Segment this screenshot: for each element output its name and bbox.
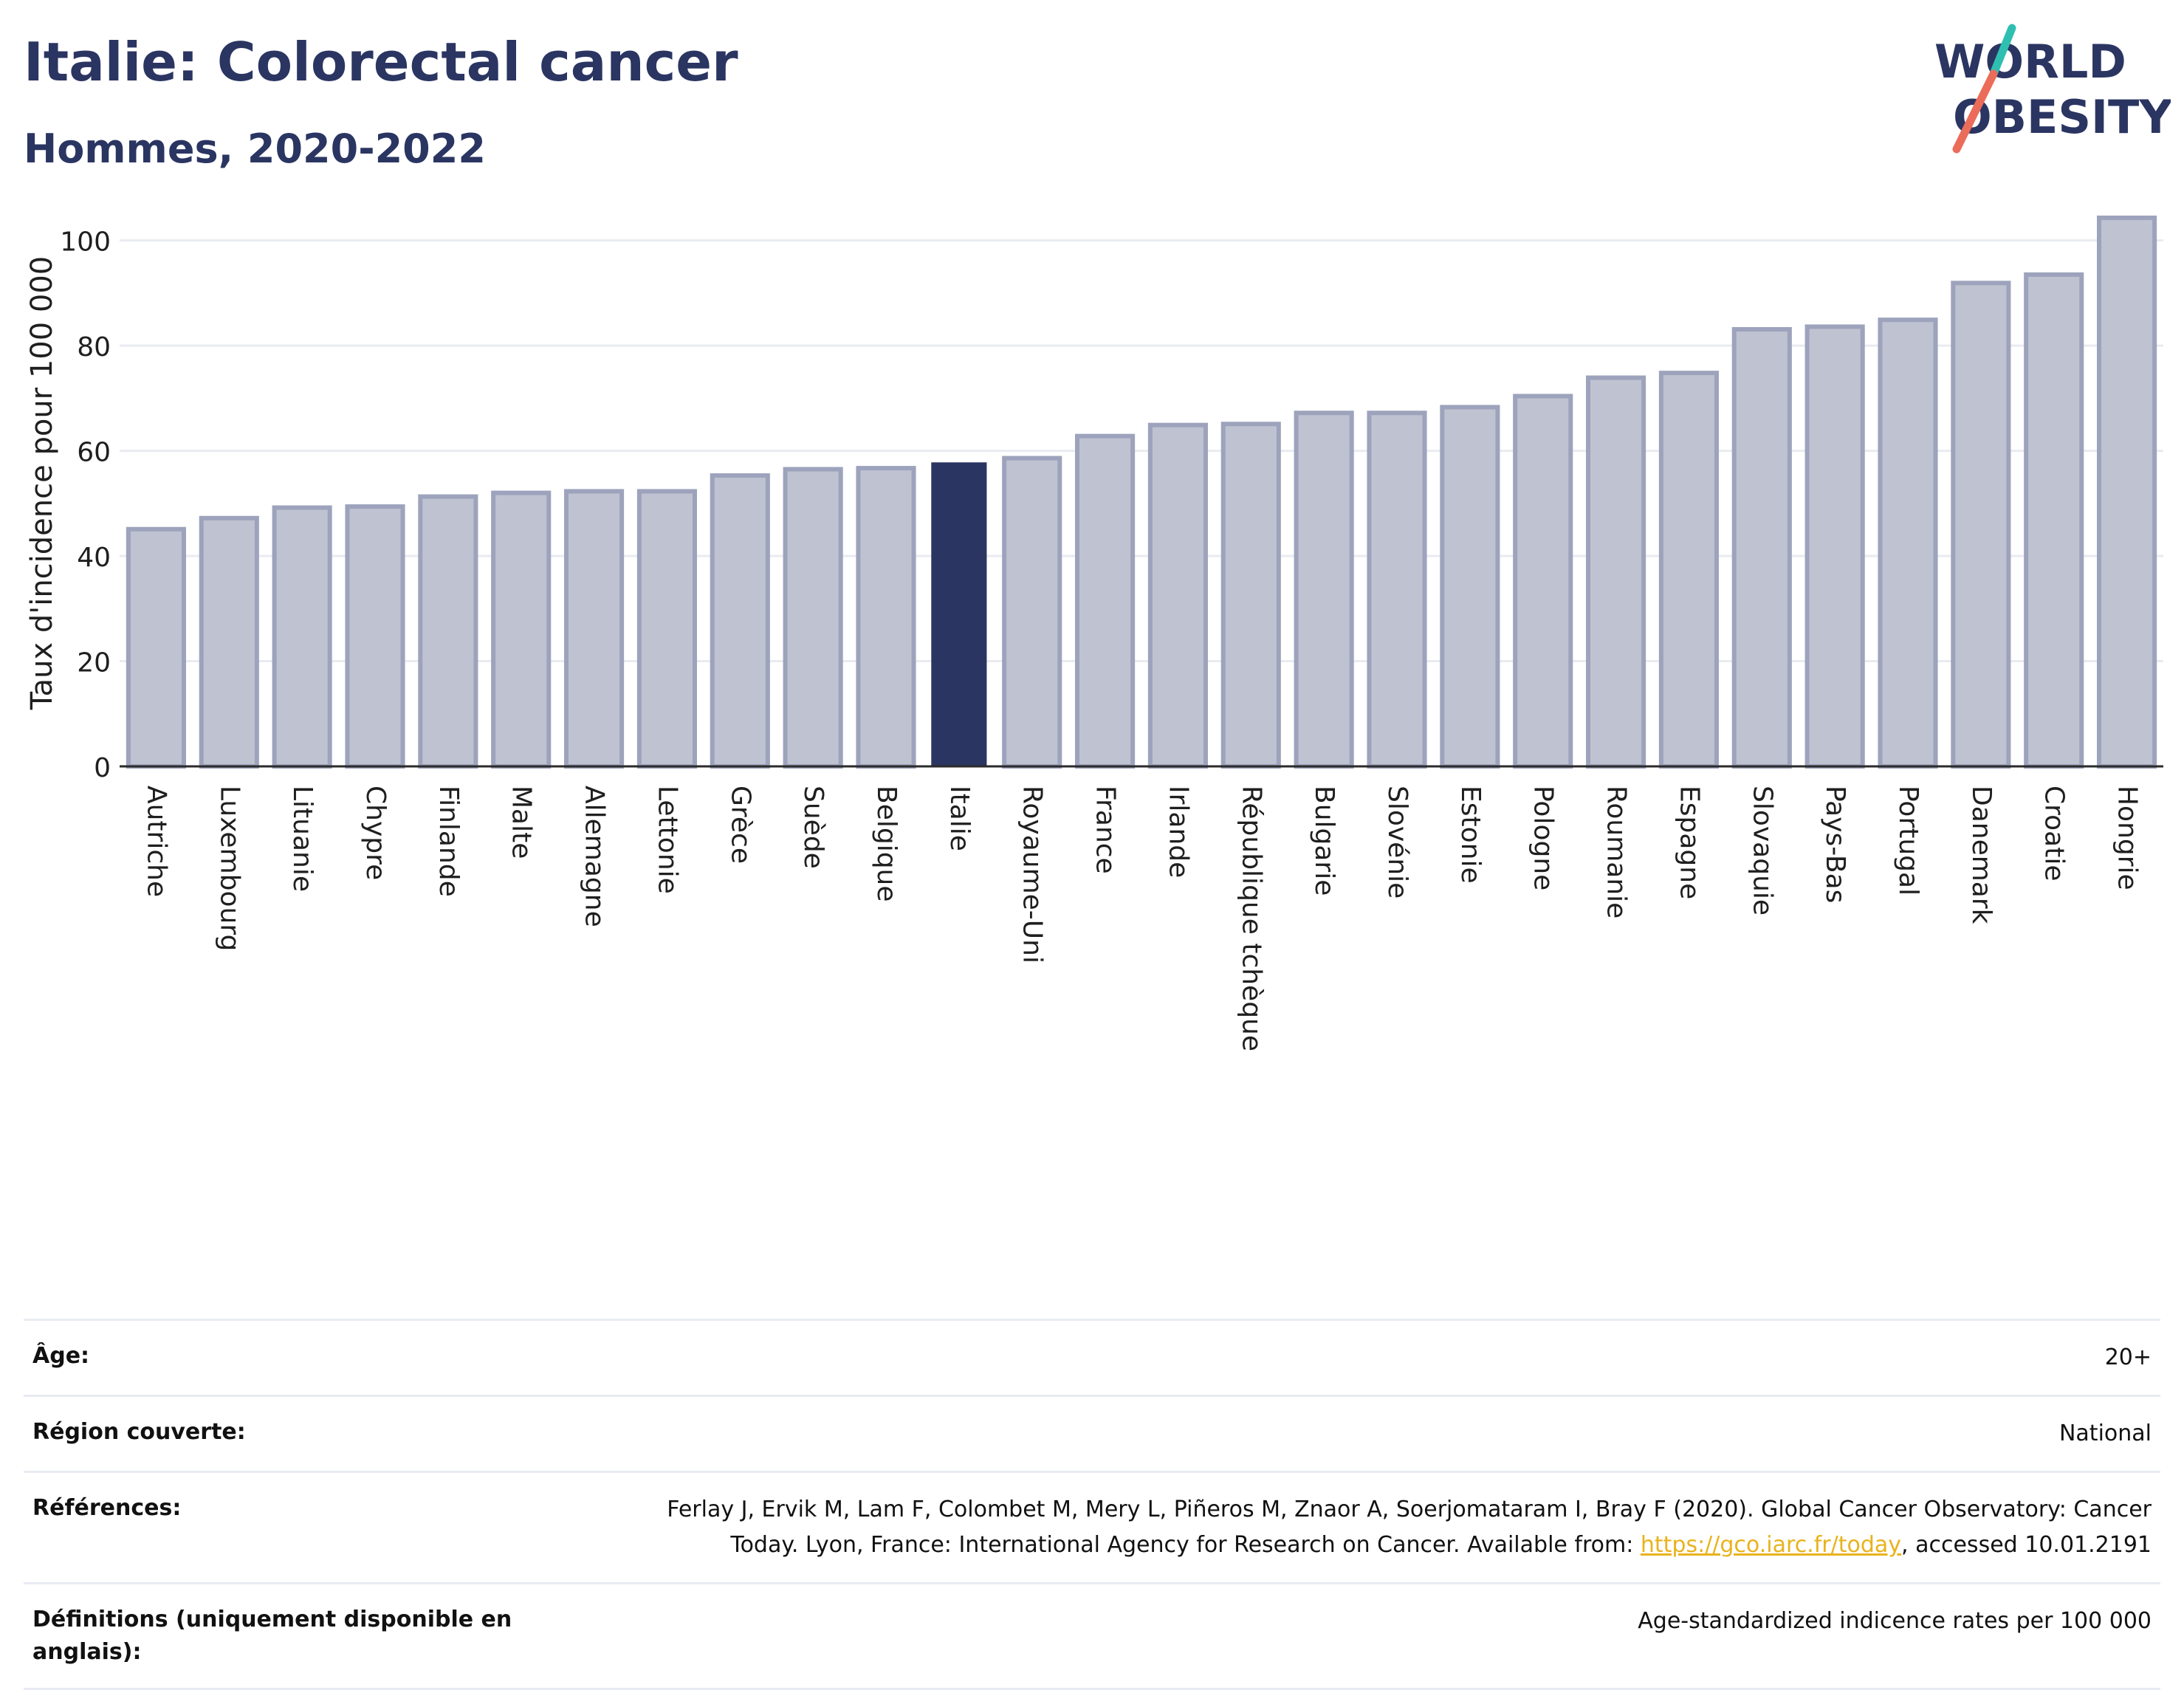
logo-text-obesity: OBESITY [1953,90,2171,144]
x-tick-label: Estonie [1455,786,1486,884]
bar [199,515,259,769]
x-tick-label: Pologne [1528,786,1559,890]
bar [345,504,405,769]
x-tick-label: Malte [506,786,537,859]
x-tick-label: Suède [798,786,828,869]
x-tick-labels: Autriche Luxembourg Lituanie Chypre Finlande… [141,786,2142,1051]
bar-chart: 0 20 40 60 80 100 Autriche Luxembourg Lituanie C… [25,215,2163,1051]
meta-row-region: Région couverte: National [24,1395,2160,1472]
x-tick-label: Portugal [1893,786,1923,896]
reference-text-1: Ferlay J, Ervik M, Lam F, Colombet M, Me… [667,1497,2152,1522]
y-tick-label: 0 [94,753,111,783]
x-tick-label: Lettonie [652,786,682,894]
x-tick-label: Belgique [871,786,902,902]
metadata-table: Âge: 20+ Région couverte: National Référ… [24,1319,2160,1690]
bar [126,526,186,769]
bar [418,494,478,769]
x-tick-label: République tchèque [1236,786,1266,1051]
bar [1147,422,1208,769]
bar [1220,422,1281,769]
logo-slash-bottom-icon [1952,69,1998,154]
reference-link[interactable]: https://gco.iarc.fr/today [1640,1532,1902,1558]
bar [636,489,697,769]
bar [491,490,552,769]
x-tick-label: Lituanie [287,786,317,892]
y-tick-label: 40 [77,543,111,573]
x-tick-label: Slovaquie [1747,786,1777,916]
bar [1951,281,2011,769]
chart-title: Italie: Colorectal cancer [24,31,738,93]
meta-row-references: Références: Ferlay J, Ervik M, Lam F, Co… [24,1471,2160,1584]
bar [1658,371,1719,769]
meta-row-definitions: Définitions (uniquement disponible en an… [24,1583,2160,1689]
bar [2097,215,2157,769]
x-tick-label: Croatie [2039,786,2070,882]
x-tick-label: Bulgarie [1309,786,1339,896]
y-axis-label: Taux d'incidence pour 100 000 [25,256,59,710]
bar [1878,317,1938,769]
bar [1731,327,1792,769]
bar [1586,375,1646,769]
x-tick-label: Pays-Bas [1820,786,1850,903]
bar [1075,433,1136,769]
x-tick-label: Luxembourg [214,786,244,951]
bar [2024,272,2084,769]
bar [856,466,916,769]
x-tick-label: France [1091,786,1121,874]
meta-label-age: Âge: [32,1343,90,1369]
bar [1002,456,1062,769]
bar [931,462,987,766]
bar [564,489,625,769]
x-tick-label: Finlande [433,786,464,897]
x-tick-label: Danemark [1966,786,1996,924]
bar [1294,411,1354,769]
bars-layer [126,215,2157,769]
meta-value-references: Ferlay J, Ervik M, Lam F, Colombet M, Me… [551,1472,2160,1584]
meta-value-region: National [2058,1421,2152,1446]
x-tick-label: Espagne [1674,786,1704,899]
x-tick-label: Allemagne [580,786,610,927]
x-tick-label: Irlande [1163,786,1193,878]
meta-row-age: Âge: 20+ [24,1319,2160,1396]
meta-label-definitions: Définitions (uniquement disponible en an… [32,1607,512,1665]
bar [1367,411,1427,769]
x-tick-label: Autriche [141,786,171,897]
meta-value-age: 20+ [2104,1344,2152,1370]
reference-text-2: Today. Lyon, France: International Agenc… [730,1532,1641,1558]
reference-text-3: , accessed 10.01.2191 [1901,1532,2152,1558]
meta-value-definitions: Age-standardized indicence rates per 100… [1638,1608,2152,1634]
y-tick-labels: 0 20 40 60 80 100 [60,227,111,783]
chart-subtitle: Hommes, 2020-2022 [24,126,486,172]
meta-label-region: Région couverte: [32,1419,246,1445]
y-tick-label: 20 [77,648,111,679]
bar [272,505,332,769]
bar [710,473,770,769]
bar [1804,324,1865,769]
y-tick-label: 60 [77,438,111,468]
x-tick-label: Chypre [360,786,391,880]
x-tick-label: Roumanie [1601,786,1632,918]
y-tick-label: 100 [60,227,111,258]
logo-slash-top-icon [1989,24,2016,78]
x-tick-label: Italie [944,786,975,851]
x-tick-label: Slovénie [1382,786,1412,899]
world-obesity-logo: WORLD OBESITY [1934,24,2171,154]
x-tick-label: Hongrie [2112,786,2143,890]
x-tick-label: Royaume-Uni [1017,786,1048,963]
meta-label-references: Références: [32,1495,182,1521]
bar [783,467,843,769]
logo-text-world: WORLD [1934,35,2126,89]
x-tick-label: Grèce [725,786,755,864]
y-tick-label: 80 [77,332,111,363]
bar [1513,394,1573,769]
bar [1440,405,1500,769]
